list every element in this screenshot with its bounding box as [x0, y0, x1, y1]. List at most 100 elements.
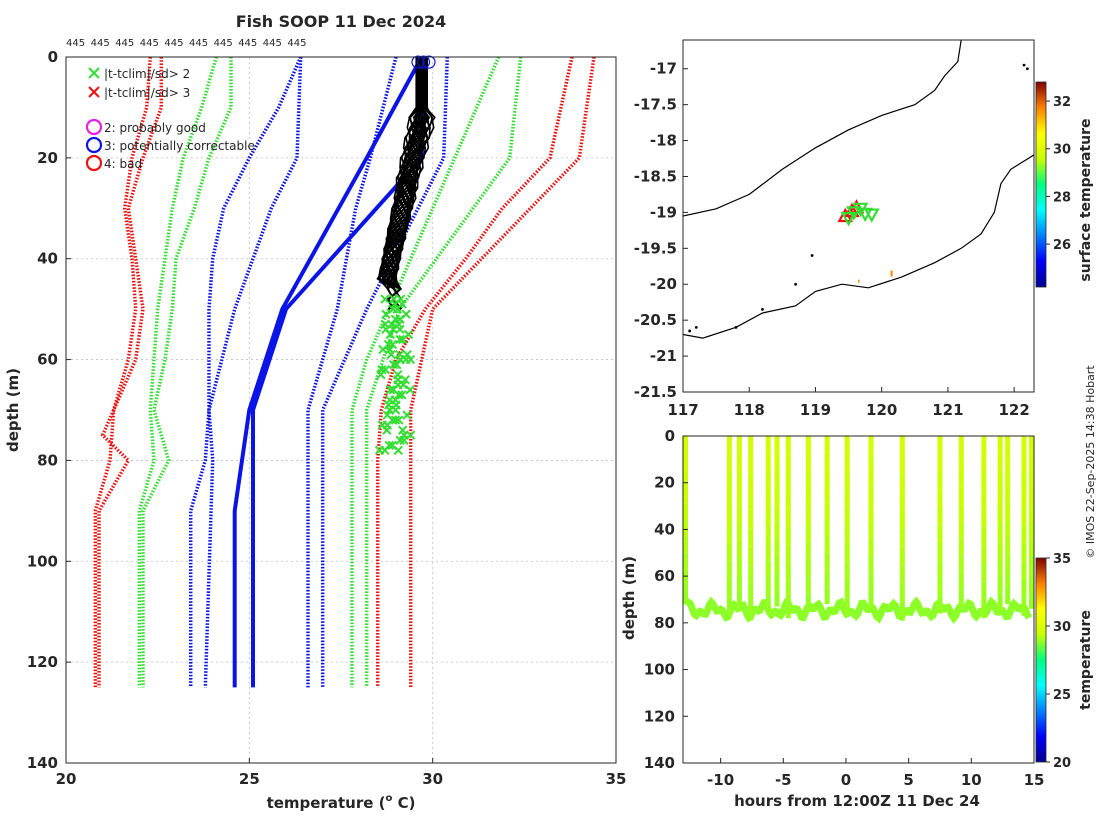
- legend-label: |t-tclim|/sd> 2: [104, 67, 190, 81]
- timeseries-casts: [683, 436, 1034, 624]
- flag-x-green-b: [381, 309, 391, 319]
- timeseries-x-tick-label: 10: [961, 771, 982, 789]
- flag-x-green: [384, 440, 394, 451]
- map-x-tick-label: 117: [667, 401, 698, 419]
- profile-series--2-sd-inner-: [350, 57, 501, 688]
- map-y-tick-label: -18: [650, 132, 677, 150]
- legend-x-marker-b: [88, 86, 100, 98]
- flag-x-green-b: [380, 364, 391, 375]
- flag-circle-blue: [416, 55, 431, 69]
- timeseries-x-tick-label: -10: [707, 771, 734, 789]
- flag-x-green: [388, 359, 399, 370]
- flag-x-green-b: [390, 314, 401, 324]
- timeseries-x-tick-label: 15: [1024, 771, 1045, 789]
- flag-x-green-b: [399, 430, 409, 440]
- map-island: [810, 254, 814, 257]
- map-island: [761, 307, 764, 311]
- profile-x-axis-label-degree: o: [385, 793, 392, 804]
- flag-x-green: [402, 410, 412, 420]
- profile-x-tick-label: 30: [422, 770, 443, 788]
- map-panel: 117 118 119 120 121 122 -17-17.5-18-18.5-19-1…: [634, 39, 1094, 419]
- flag-x-green-b: [387, 415, 398, 425]
- map-point-triangle-down: [863, 208, 880, 223]
- flag-x-green: [397, 425, 408, 435]
- flag-x-green-b: [385, 344, 395, 355]
- timeseries-colorbar-label: temperature: [1078, 610, 1094, 710]
- legend-x-marker: [88, 86, 100, 98]
- map-island: [1025, 67, 1029, 71]
- map-colorbar-ticks: 26 28 30 32: [1046, 95, 1071, 253]
- map-axes-box: [682, 39, 1035, 393]
- flag-x-green: [395, 334, 405, 345]
- profile-cast-count-label: 445: [189, 38, 208, 49]
- flag-x-green: [400, 375, 410, 385]
- profile-y-tick-label: 60: [37, 351, 58, 369]
- profile-cast-count-label: 445: [238, 38, 257, 49]
- timeseries-x-tick-label: -5: [775, 771, 792, 789]
- flag-x-green-b: [403, 329, 414, 340]
- flag-x-green: [377, 364, 387, 375]
- profile-observed-casts: [374, 57, 436, 456]
- flag-x-green-b: [389, 294, 399, 304]
- flag-x-green-b: [392, 359, 402, 370]
- flag-x-green-b: [386, 349, 396, 360]
- timeseries-colorbar-tick-label: 25: [1053, 688, 1071, 703]
- map-coast-north: [683, 40, 962, 217]
- flag-x-green-b: [402, 349, 412, 360]
- profile-legend: |t-tclim|/sd> 2 |t-tclim|/sd> 3 2: probabl…: [85, 67, 255, 172]
- profile-cast-count-label: 445: [66, 38, 85, 49]
- profile-series--2-sd: [141, 57, 233, 688]
- timeseries-y-tick-label: 0: [665, 427, 675, 445]
- profile-cast-count-label: 445: [214, 38, 233, 49]
- timeseries-colorbar-tick-label: 30: [1053, 620, 1071, 635]
- profile-series--1-sd: [203, 57, 303, 688]
- profile-series--3-sd-inner-: [375, 57, 574, 688]
- map-y-tick-label: -21.5: [634, 383, 677, 401]
- legend-circle-marker: [85, 136, 103, 154]
- flag-x-green: [403, 329, 414, 340]
- profile-y-tick-label: 80: [37, 451, 58, 469]
- flag-x-green: [385, 395, 395, 405]
- flag-x-green: [395, 349, 405, 360]
- flag-x-green: [402, 349, 412, 360]
- flag-x-green-b: [388, 324, 398, 335]
- flag-x-green-b: [387, 440, 397, 451]
- profile-series--2-sd: [364, 57, 523, 688]
- flag-circle-blue: [411, 55, 425, 69]
- profile-y-tick-label: 100: [27, 552, 58, 570]
- profile-x-axis-label-part-1: temperature (: [267, 794, 386, 812]
- map-colorbar-tick-label: 30: [1053, 143, 1071, 158]
- timeseries-y-tick-label: 20: [654, 474, 675, 492]
- profile-cast-count-label: 445: [263, 38, 282, 49]
- flag-x-green-b: [385, 385, 396, 395]
- flag-x-green: [377, 420, 387, 430]
- map-y-tick-label: -20: [650, 275, 677, 293]
- map-x-tick-label: 122: [998, 401, 1029, 419]
- map-y-tick-label: -19.5: [634, 239, 677, 257]
- profile-cast-count-label: 445: [115, 38, 134, 49]
- map-colorbar-label: surface temperature: [1078, 118, 1094, 281]
- timeseries-bottom-band: [683, 596, 1033, 624]
- map-island: [1022, 63, 1026, 67]
- flag-x-green: [383, 339, 394, 350]
- map-orange-mark: [890, 270, 893, 277]
- timeseries-y-tick-label: 60: [654, 567, 675, 585]
- legend-label: |t-tclim|/sd> 3: [104, 86, 190, 100]
- timeseries-y-axis-label: depth (m): [620, 556, 638, 640]
- timeseries-panel: -10 -5 0 5 10 15 0 20 40 60 80 100 120 140 hours fro…: [620, 427, 1094, 810]
- legend-x-marker: [88, 67, 100, 79]
- flag-x-green-b: [400, 375, 410, 385]
- profile-cast-count-label: 445: [91, 38, 110, 49]
- flag-x-green: [389, 294, 399, 304]
- map-y-tick-label: -18.5: [634, 167, 677, 185]
- timeseries-x-axis-label: hours from 12:00Z 11 Dec 24: [734, 792, 980, 810]
- flag-x-green: [380, 294, 390, 304]
- flag-x-green: [401, 309, 411, 319]
- flag-x-green-b: [382, 410, 392, 420]
- flag-x-green: [380, 319, 390, 329]
- observed-cast-line: [386, 57, 435, 310]
- flag-x-green-b: [393, 445, 403, 456]
- profile-x-tick-label: 35: [606, 770, 627, 788]
- profile-panel: Fish SOOP 11 Dec 2024 445 445 445 445 445 445…: [4, 12, 626, 812]
